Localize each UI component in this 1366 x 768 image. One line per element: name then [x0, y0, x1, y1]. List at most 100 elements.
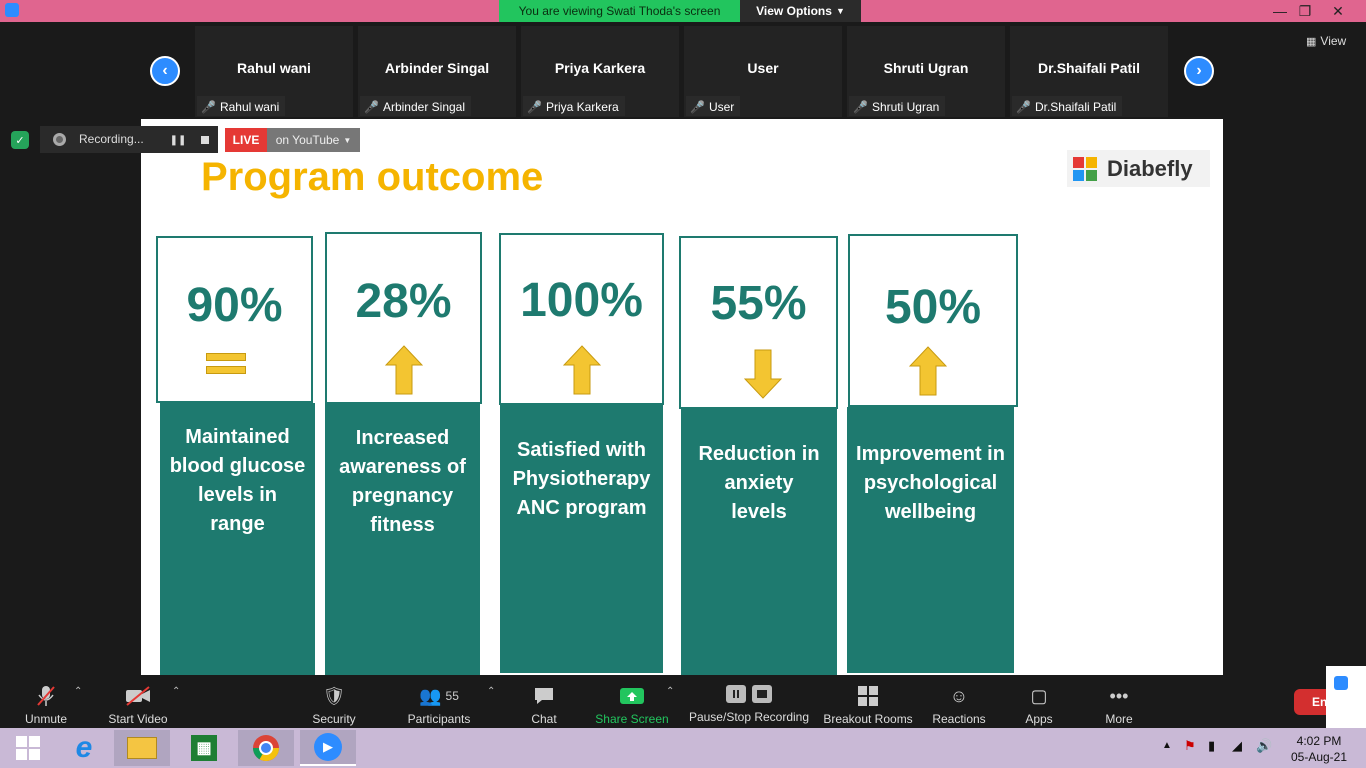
close-icon[interactable]: ✕ — [1332, 2, 1344, 19]
participants-label: Participants — [407, 712, 471, 726]
arrow-down-icon — [744, 349, 782, 399]
recording-label: Recording... — [79, 132, 144, 146]
outcome-card-top: 90% — [156, 236, 313, 403]
internet-explorer-icon[interactable]: e — [75, 731, 93, 764]
participants-icon: 👥 55 — [419, 685, 459, 706]
prev-page-icon[interactable]: ‹ — [150, 56, 180, 86]
breakout-rooms-button[interactable]: Breakout Rooms — [822, 680, 914, 726]
tray-clock[interactable]: 4:02 PM 05-Aug-21 — [1286, 733, 1352, 765]
chrome-icon[interactable] — [238, 730, 294, 766]
security-label: Security — [312, 712, 356, 726]
outcome-stat: 28% — [355, 275, 452, 328]
tray-flag-icon[interactable]: ⚑ — [1184, 738, 1196, 753]
meeting-toolbar — [0, 675, 1366, 728]
mic-muted-icon: 🎤 — [527, 100, 542, 114]
chat-icon — [533, 684, 555, 708]
view-layout-button[interactable]: ▦ View — [1306, 34, 1346, 48]
unmute-label: Unmute — [24, 712, 68, 726]
clock-time: 4:02 PM — [1296, 734, 1342, 748]
excel-icon[interactable]: ▦ — [176, 730, 232, 766]
restore-icon[interactable]: ❐ — [1298, 2, 1312, 19]
unmute-button[interactable]: Unmute — [18, 680, 74, 726]
recording-indicator — [40, 126, 218, 153]
clock-date: 05-Aug-21 — [1290, 750, 1348, 764]
outcome-card-text: Increased awareness of pregnancy fitness — [325, 404, 480, 675]
minimize-icon[interactable]: — — [1273, 3, 1287, 19]
outcome-card-top: 28% — [325, 232, 482, 404]
recording-dot-icon — [53, 133, 66, 146]
diabefly-logo-icon — [1073, 156, 1101, 181]
caret-up-icon[interactable]: ⌃ — [172, 686, 181, 697]
pause-recording-icon[interactable]: ❚❚ — [169, 134, 187, 146]
outcome-card-top: 50% — [848, 234, 1018, 407]
diabefly-logo: Diabefly — [1067, 150, 1210, 187]
caret-up-icon[interactable]: ⌃ — [487, 686, 496, 697]
breakout-rooms-icon — [857, 684, 879, 708]
participant-tile[interactable]: Rahul wani 🎤 Rahul wani — [195, 26, 353, 117]
stop-recording-icon[interactable] — [195, 131, 215, 149]
mic-muted-icon: 🎤 — [1016, 100, 1031, 114]
participant-label: 🎤 Priya Karkera — [523, 96, 625, 116]
windows-taskbar — [0, 728, 1366, 768]
participant-label: 🎤 Dr.Shaifali Patil — [1012, 96, 1123, 116]
more-button[interactable]: ••• More — [1098, 680, 1140, 727]
youtube-stream-button[interactable]: on YouTube ▼ — [267, 128, 360, 152]
outcome-text-line: levels — [731, 501, 787, 523]
outcome-stat: 100% — [520, 274, 643, 327]
participant-label-text: Dr.Shaifali Patil — [1034, 100, 1117, 114]
next-page-icon[interactable]: › — [1184, 56, 1214, 86]
windows-start-icon[interactable] — [0, 730, 56, 766]
participant-name: Arbinder Singal — [384, 60, 490, 76]
smiley-icon: ☺ — [949, 685, 969, 706]
encryption-shield-icon[interactable]: ✓ — [11, 131, 29, 149]
tray-expand-icon[interactable]: ▲ — [1162, 740, 1172, 751]
participant-label: 🎤 Rahul wani — [197, 96, 286, 116]
live-badge: LIVE — [225, 128, 267, 152]
volume-icon[interactable]: 🔊 — [1256, 738, 1273, 753]
start-video-label: Start Video — [108, 712, 168, 726]
outcome-text-line: blood glucose — [169, 455, 306, 477]
security-button[interactable]: 🛡 Security — [306, 680, 362, 727]
participants-button[interactable]: 👥 55 Participants — [404, 680, 474, 727]
chat-button[interactable]: Chat — [520, 680, 568, 726]
outcome-text-line: Increased — [355, 427, 450, 449]
caret-up-icon[interactable]: ⌃ — [74, 686, 83, 697]
outcome-text-line: ANC program — [516, 497, 647, 519]
breakout-rooms-label: Breakout Rooms — [823, 712, 913, 726]
participant-label: 🎤 Arbinder Singal — [360, 96, 472, 116]
participant-tile[interactable]: Arbinder Singal 🎤 Arbinder Singal — [358, 26, 516, 117]
network-signal-icon[interactable]: ◢ — [1232, 738, 1242, 753]
outcome-text-line: pregnancy — [351, 485, 454, 507]
tray-device-icon[interactable]: ▮ — [1208, 738, 1216, 753]
view-options-button[interactable]: View Options ▼ — [740, 0, 861, 22]
file-explorer-icon[interactable] — [114, 730, 170, 766]
outcome-stat: 50% — [884, 281, 982, 334]
mic-muted-icon: 🎤 — [364, 100, 379, 114]
notification-popup[interactable] — [1326, 666, 1366, 728]
share-screen-button[interactable]: Share Screen — [594, 680, 670, 726]
apps-label: Apps — [1025, 712, 1053, 726]
arrow-up-icon — [909, 346, 947, 396]
outcome-text-line: Maintained — [185, 426, 290, 448]
outcome-card-text: Satisfied with Physiotherapy ANC program — [500, 405, 663, 673]
view-layout-label: View — [1320, 34, 1347, 48]
outcome-text-line: psychological — [863, 472, 998, 494]
participant-tile[interactable]: Dr.Shaifali Patil 🎤 Dr.Shaifali Patil — [1010, 26, 1168, 117]
outcome-card-text: Maintained blood glucose levels in range — [160, 403, 315, 675]
mic-muted-icon: 🎤 — [690, 100, 705, 114]
caret-up-icon[interactable]: ⌃ — [666, 686, 675, 697]
reactions-button[interactable]: ☺ Reactions — [930, 680, 988, 727]
pause-stop-label: Pause/Stop Recording — [688, 710, 810, 724]
outcome-stat: 55% — [710, 277, 807, 330]
zoom-taskbar-icon[interactable]: ▶ — [300, 730, 356, 766]
participant-tile[interactable]: User 🎤 User — [684, 26, 842, 117]
start-video-button[interactable]: Start Video — [105, 680, 171, 726]
pause-stop-recording-button[interactable]: Pause/Stop Recording — [688, 680, 810, 724]
participant-tile[interactable]: Shruti Ugran 🎤 Shruti Ugran — [847, 26, 1005, 117]
outcome-text-line: fitness — [370, 514, 435, 536]
view-options-label: View Options — [756, 4, 832, 18]
outcome-text-line: anxiety — [724, 472, 794, 494]
apps-button[interactable]: ▢ Apps — [1018, 680, 1060, 727]
participant-tile[interactable]: Priya Karkera 🎤 Priya Karkera — [521, 26, 679, 117]
outcome-text-line: awareness of — [339, 456, 466, 478]
